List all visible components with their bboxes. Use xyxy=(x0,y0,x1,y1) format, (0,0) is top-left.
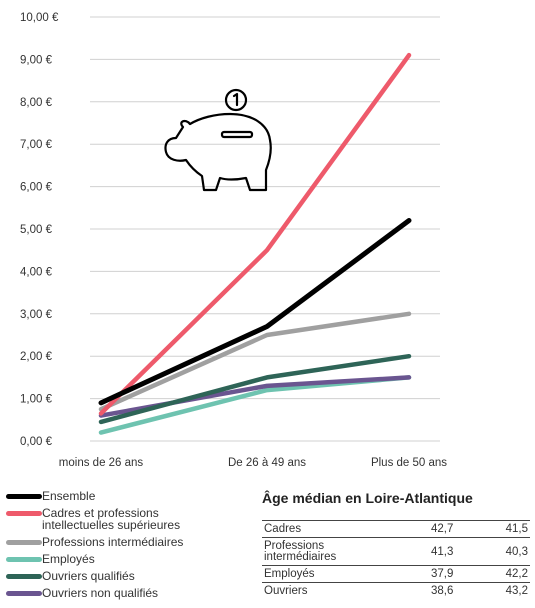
row-value: 37,9 xyxy=(380,565,456,583)
y-tick-label: 1,00 € xyxy=(20,394,53,406)
gridlines xyxy=(90,16,440,442)
series-line xyxy=(98,52,412,416)
x-tick-label: De 26 à 49 ans xyxy=(228,457,306,469)
legend-item: Ouvriers non qualifiés xyxy=(6,587,251,599)
legend-swatch xyxy=(6,591,42,596)
table-title: Âge médian en Loire-Atlantique xyxy=(262,490,473,506)
y-tick-label: 3,00 € xyxy=(20,309,53,321)
table-row: Professions intermédiaires 41,3 40,3 xyxy=(262,537,530,566)
legend-label: Ouvriers qualifiés xyxy=(42,569,135,583)
row-value: 42,2 xyxy=(455,565,530,583)
legend-swatch xyxy=(6,494,42,499)
legend: Ensemble Cadres et professions intellectu… xyxy=(6,490,251,604)
legend-label: Ensemble xyxy=(42,489,96,503)
legend-label: Ouvriers non qualifiés xyxy=(42,586,159,600)
series-lines xyxy=(98,52,412,435)
series-line xyxy=(98,218,412,406)
series-line xyxy=(98,375,412,435)
legend-item: Cadres et professions intellectuelles su… xyxy=(6,507,251,531)
table-row: Ouvriers 38,6 43,2 xyxy=(262,582,530,599)
legend-label: Employés xyxy=(42,552,95,566)
y-tick-label: 9,00 € xyxy=(20,54,53,66)
legend-swatch xyxy=(6,511,42,516)
x-tick-label: Plus de 50 ans xyxy=(371,457,447,469)
legend-swatch xyxy=(6,540,42,545)
row-value: 41,5 xyxy=(455,520,530,538)
row-value: 41,3 xyxy=(380,537,456,566)
row-value: 40,3 xyxy=(455,537,530,566)
y-tick-label: 5,00 € xyxy=(20,224,53,236)
y-axis-ticks: 0,00 € 1,00 € 2,00 € 3,00 € 4,00 € 5,00 € 6,00… xyxy=(20,12,59,448)
legend-swatch xyxy=(6,557,42,562)
table-row: Cadres 42,7 41,5 xyxy=(262,520,530,538)
row-value: 38,6 xyxy=(380,582,456,599)
piggy-bank-icon xyxy=(164,88,272,192)
series-line xyxy=(98,353,412,425)
y-tick-label: 4,00 € xyxy=(20,266,53,278)
legend-item: Employés xyxy=(6,553,251,565)
row-label: Professions intermédiaires xyxy=(262,537,381,566)
legend-item: Professions intermédiaires xyxy=(6,536,251,548)
y-tick-label: 0,00 € xyxy=(20,436,53,448)
median-age-table: Âge médian en Loire-Atlantique Cadres 42,… xyxy=(262,490,530,599)
legend-swatch xyxy=(6,574,42,579)
y-tick-label: 10,00 € xyxy=(20,12,59,24)
legend-item: Ouvriers qualifiés xyxy=(6,570,251,582)
y-tick-label: 7,00 € xyxy=(20,139,53,151)
row-label: Employés xyxy=(262,565,381,583)
x-tick-label: moins de 26 ans xyxy=(59,457,144,469)
table-row: Employés 37,9 42,2 xyxy=(262,565,530,583)
row-label: Cadres xyxy=(262,520,381,538)
row-label: Ouvriers xyxy=(262,582,381,599)
line-chart: 0,00 € 1,00 € 2,00 € 3,00 € 4,00 € 5,00 € 6,00… xyxy=(20,12,447,469)
row-value: 42,7 xyxy=(380,520,456,538)
legend-item: Ensemble xyxy=(6,490,251,502)
x-axis-ticks: moins de 26 ans De 26 à 49 ans Plus de 50 … xyxy=(59,457,447,469)
legend-label: Professions intermédiaires xyxy=(42,535,184,549)
y-tick-label: 2,00 € xyxy=(20,351,53,363)
legend-label: Cadres et professions intellectuelles su… xyxy=(42,506,181,532)
y-tick-label: 8,00 € xyxy=(20,97,53,109)
y-tick-label: 6,00 € xyxy=(20,182,53,194)
series-line xyxy=(98,311,412,412)
row-value: 43,2 xyxy=(455,582,530,599)
